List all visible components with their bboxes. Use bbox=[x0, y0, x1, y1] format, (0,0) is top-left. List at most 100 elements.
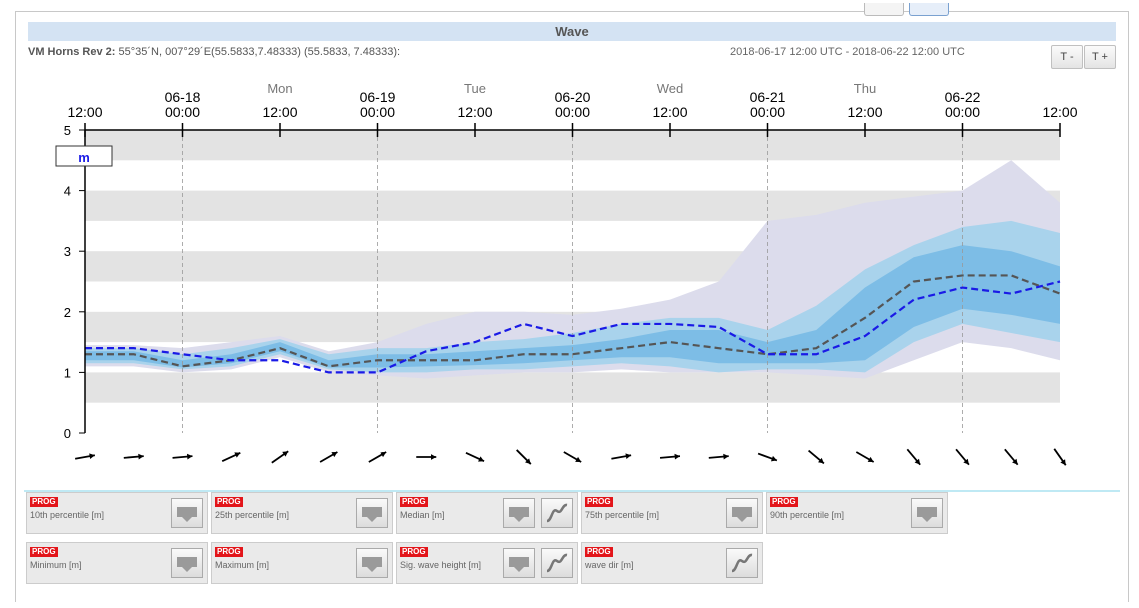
day-tick-label: Wed bbox=[657, 81, 684, 96]
legend-label: 25th percentile [m] bbox=[215, 510, 290, 520]
legend-item[interactable]: PROG 25th percentile [m] bbox=[211, 492, 393, 534]
legend-item[interactable]: PROG Maximum [m] bbox=[211, 542, 393, 584]
wave-dir-arrow bbox=[906, 448, 921, 466]
day-tick-label: Thu bbox=[854, 81, 876, 96]
legend-label: Minimum [m] bbox=[30, 560, 82, 570]
fill-toggle-icon[interactable] bbox=[503, 498, 535, 528]
time-tick-label: 00:00 bbox=[945, 104, 980, 120]
fill-toggle-icon[interactable] bbox=[911, 498, 943, 528]
day-tick-label: Mon bbox=[267, 81, 292, 96]
line-toggle-icon[interactable] bbox=[726, 548, 758, 578]
fill-toggle-icon[interactable] bbox=[356, 498, 388, 528]
sig-wave-height-line bbox=[85, 280, 1061, 374]
location-name: VM Horns Rev 2: bbox=[28, 46, 116, 58]
time-tick-label: 00:00 bbox=[165, 104, 200, 120]
legend-label: Sig. wave height [m] bbox=[400, 560, 482, 570]
legend-item[interactable]: PROG Sig. wave height [m] bbox=[396, 542, 578, 584]
prog-badge: PROG bbox=[585, 547, 613, 557]
fill-toggle-icon[interactable] bbox=[726, 498, 758, 528]
date-tick-label: 06-19 bbox=[360, 89, 396, 105]
fill-toggle-icon[interactable] bbox=[171, 548, 203, 578]
prog-badge: PROG bbox=[400, 497, 428, 507]
wave-dir-arrow bbox=[855, 451, 875, 463]
legend-label: 10th percentile [m] bbox=[30, 510, 105, 520]
wave-dir-arrow bbox=[271, 450, 289, 464]
legend-item[interactable]: PROG Median [m] bbox=[396, 492, 578, 534]
wave-dir-arrow bbox=[563, 451, 582, 463]
prog-badge: PROG bbox=[215, 497, 243, 507]
wave-dir-arrow bbox=[74, 453, 96, 460]
legend-item[interactable]: PROG 90th percentile [m] bbox=[766, 492, 948, 534]
line-toggle-icon[interactable] bbox=[541, 498, 573, 528]
y-tick-label: 2 bbox=[64, 305, 71, 320]
wave-dir-arrow bbox=[1053, 448, 1067, 466]
time-tick-label: 00:00 bbox=[555, 104, 590, 120]
time-tick-label: 12:00 bbox=[1042, 104, 1077, 120]
time-tick-label: 00:00 bbox=[360, 104, 395, 120]
day-tick-label: Tue bbox=[464, 81, 486, 96]
time-tick-label: 12:00 bbox=[457, 104, 492, 120]
wave-dir-arrow bbox=[611, 453, 632, 460]
wave-dir-arrow bbox=[221, 451, 241, 463]
wave-dir-arrow bbox=[955, 448, 970, 466]
prog-badge: PROG bbox=[215, 547, 243, 557]
wave-dir-arrow bbox=[123, 453, 144, 460]
unit-label: m bbox=[78, 150, 90, 165]
wave-dir-arrow bbox=[808, 449, 825, 465]
location-coords: 55°35´N, 007°29´E(55.5833,7.48333) (55.5… bbox=[118, 46, 401, 58]
wave-dir-arrow bbox=[319, 451, 338, 463]
legend-item[interactable]: PROG wave dir [m] bbox=[581, 542, 763, 584]
prog-badge: PROG bbox=[400, 547, 428, 557]
time-tick-label: 12:00 bbox=[67, 104, 102, 120]
legend-label: Maximum [m] bbox=[215, 560, 269, 570]
wave-dir-arrow bbox=[368, 451, 387, 463]
location-label: VM Horns Rev 2: 55°35´N, 007°29´E(55.583… bbox=[28, 46, 400, 58]
date-tick-label: 06-18 bbox=[165, 89, 201, 105]
y-tick-label: 1 bbox=[64, 365, 71, 380]
legend-item[interactable]: PROG 75th percentile [m] bbox=[581, 492, 763, 534]
wave-dir-arrow bbox=[416, 454, 437, 460]
legend-label: Median [m] bbox=[400, 510, 445, 520]
top-tab-right[interactable] bbox=[909, 3, 949, 16]
date-tick-label: 06-22 bbox=[945, 89, 981, 105]
legend-label: 75th percentile [m] bbox=[585, 510, 660, 520]
median-line bbox=[85, 274, 1061, 368]
fill-toggle-icon[interactable] bbox=[171, 498, 203, 528]
chart-title: Wave bbox=[28, 22, 1116, 41]
wave-dir-arrow bbox=[172, 453, 193, 460]
legend-label: wave dir [m] bbox=[585, 560, 634, 570]
line-toggle-icon[interactable] bbox=[541, 548, 573, 578]
time-tick-label: 00:00 bbox=[750, 104, 785, 120]
band-p25-p75 bbox=[85, 245, 1060, 368]
unit-box bbox=[55, 145, 113, 167]
date-tick-label: 06-20 bbox=[555, 89, 591, 105]
prog-badge: PROG bbox=[30, 497, 58, 507]
date-tick-label: 06-21 bbox=[750, 89, 786, 105]
legend-item[interactable]: PROG 10th percentile [m] bbox=[26, 492, 208, 534]
zoom-out-button[interactable]: T - bbox=[1051, 45, 1083, 69]
wave-dir-arrow bbox=[757, 452, 778, 462]
legend-label: 90th percentile [m] bbox=[770, 510, 845, 520]
prog-badge: PROG bbox=[30, 547, 58, 557]
zoom-in-button[interactable]: T + bbox=[1084, 45, 1116, 69]
fill-toggle-icon[interactable] bbox=[503, 548, 535, 578]
time-tick-label: 12:00 bbox=[847, 104, 882, 120]
wave-dir-arrow bbox=[708, 453, 729, 460]
wave-dir-arrow bbox=[465, 451, 485, 463]
time-tick-label: 12:00 bbox=[652, 104, 687, 120]
y-tick-label: 5 bbox=[64, 123, 71, 138]
wave-dir-arrow bbox=[1004, 448, 1019, 466]
top-tab-left[interactable] bbox=[864, 3, 904, 16]
y-tick-label: 3 bbox=[64, 244, 71, 259]
fill-toggle-icon[interactable] bbox=[356, 548, 388, 578]
y-tick-label: 4 bbox=[64, 184, 71, 199]
wave-dir-arrow bbox=[516, 449, 532, 465]
date-range: 2018-06-17 12:00 UTC - 2018-06-22 12:00 … bbox=[730, 46, 965, 58]
prog-badge: PROG bbox=[585, 497, 613, 507]
y-tick-label: 0 bbox=[64, 426, 71, 441]
legend-item[interactable]: PROG Minimum [m] bbox=[26, 542, 208, 584]
prog-badge: PROG bbox=[770, 497, 798, 507]
wave-dir-arrow bbox=[659, 453, 681, 460]
time-tick-label: 12:00 bbox=[262, 104, 297, 120]
